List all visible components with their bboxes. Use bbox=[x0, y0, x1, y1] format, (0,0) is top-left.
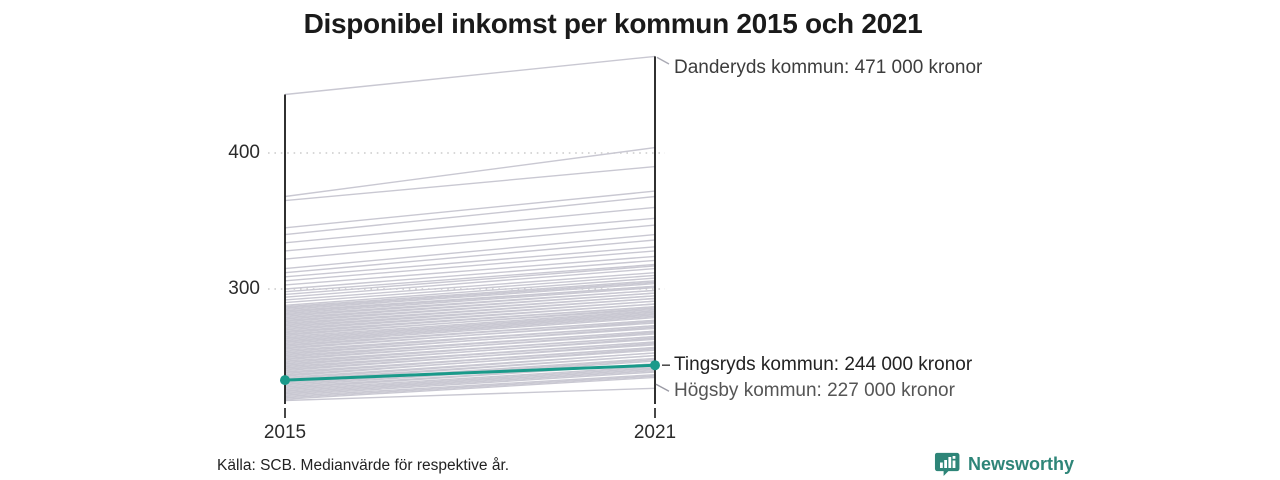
annotation-hogsby: Högsby kommun: 227 000 kronor bbox=[674, 380, 955, 402]
y-axis-tick-400: 400 bbox=[228, 142, 260, 163]
chart-title: Disponibel inkomst per kommun 2015 och 2… bbox=[303, 8, 923, 39]
y-axis-tick-300: 300 bbox=[228, 278, 260, 299]
annotation-tingsryd: Tingsryds kommun: 244 000 kronor bbox=[674, 354, 973, 376]
x-axis-label-2015: 2015 bbox=[263, 422, 307, 443]
x-axis-label-2021: 2021 bbox=[633, 422, 677, 443]
annotation-danderyd: Danderyds kommun: 471 000 kronor bbox=[674, 57, 983, 79]
newsworthy-brand-link[interactable]: Newsworthy bbox=[934, 451, 1074, 478]
newsworthy-brand-name: Newsworthy bbox=[968, 454, 1075, 474]
source-note: Källa: SCB. Medianvärde för respektive å… bbox=[217, 457, 510, 474]
newsworthy-logo-icon bbox=[934, 451, 961, 478]
